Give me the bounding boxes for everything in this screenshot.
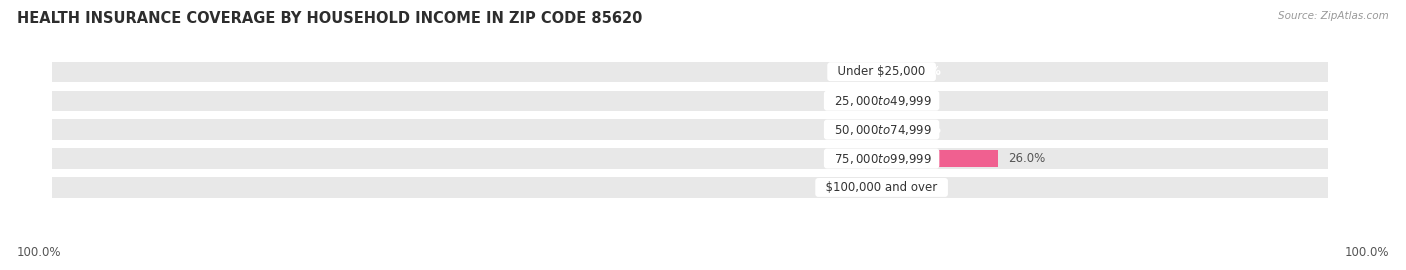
Text: 3.5%: 3.5% bbox=[907, 94, 936, 107]
Text: 100.0%: 100.0% bbox=[17, 246, 62, 259]
Text: $50,000 to $74,999: $50,000 to $74,999 bbox=[827, 123, 936, 137]
Text: 100.0%: 100.0% bbox=[893, 123, 942, 136]
Text: 96.6%: 96.6% bbox=[893, 94, 934, 107]
Text: $100,000 and over: $100,000 and over bbox=[818, 181, 945, 194]
Bar bbox=[882, 63, 897, 80]
Text: 74.0%: 74.0% bbox=[894, 152, 935, 165]
Bar bbox=[52, 177, 1329, 198]
Text: HEALTH INSURANCE COVERAGE BY HOUSEHOLD INCOME IN ZIP CODE 85620: HEALTH INSURANCE COVERAGE BY HOUSEHOLD I… bbox=[17, 11, 643, 26]
Text: 0.0%: 0.0% bbox=[907, 181, 936, 194]
Bar bbox=[882, 179, 897, 196]
Text: 0.0%: 0.0% bbox=[907, 65, 936, 78]
Text: 100.0%: 100.0% bbox=[1344, 246, 1389, 259]
Bar bbox=[882, 150, 998, 167]
Text: 0.0%: 0.0% bbox=[907, 123, 936, 136]
Text: $75,000 to $99,999: $75,000 to $99,999 bbox=[827, 151, 936, 166]
Bar bbox=[52, 90, 1329, 111]
Text: $25,000 to $49,999: $25,000 to $49,999 bbox=[827, 94, 936, 108]
Bar bbox=[882, 92, 897, 109]
Bar bbox=[52, 119, 1329, 140]
Bar bbox=[873, 179, 882, 196]
Legend: With Coverage, Without Coverage: With Coverage, Without Coverage bbox=[568, 266, 838, 270]
Text: Under $25,000: Under $25,000 bbox=[830, 65, 934, 78]
Text: Source: ZipAtlas.com: Source: ZipAtlas.com bbox=[1278, 11, 1389, 21]
Bar bbox=[52, 148, 1329, 169]
Text: 26.0%: 26.0% bbox=[1008, 152, 1045, 165]
Bar bbox=[873, 121, 882, 138]
Bar bbox=[52, 62, 1329, 82]
Bar bbox=[876, 150, 882, 167]
Bar bbox=[873, 92, 882, 109]
Bar bbox=[882, 121, 897, 138]
Bar bbox=[873, 63, 882, 80]
Text: 100.0%: 100.0% bbox=[893, 181, 942, 194]
Text: 100.0%: 100.0% bbox=[893, 65, 942, 78]
